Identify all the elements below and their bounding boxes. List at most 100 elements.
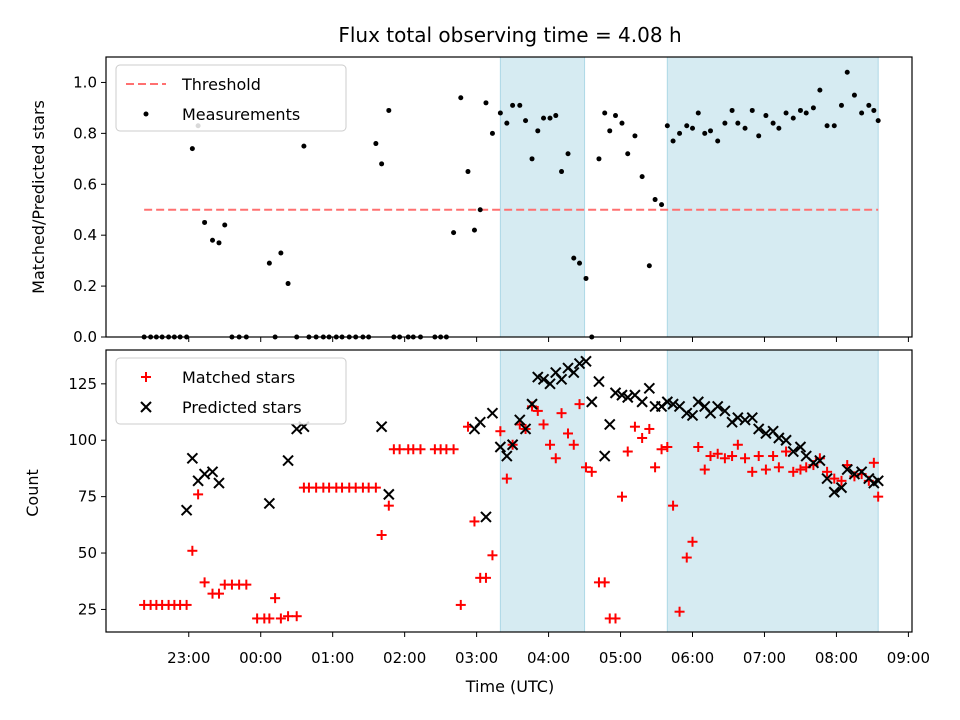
- predicted-star-point: [872, 475, 884, 487]
- matched-star-point: [727, 451, 738, 462]
- measurement-point: [677, 130, 683, 136]
- predicted-star-point: [501, 450, 513, 462]
- predicted-star-point: [506, 439, 519, 451]
- highlight-span-0: [499, 56, 586, 338]
- predicted-star-point: [282, 454, 294, 467]
- legend-label: Threshold: [181, 75, 261, 94]
- matched-star-point: [383, 500, 394, 511]
- y-tick-label: 0.0: [73, 328, 97, 346]
- measurement-point: [639, 174, 645, 180]
- matched-star-point: [740, 453, 751, 464]
- measurement-point: [684, 123, 690, 129]
- predicted-star-point: [486, 407, 499, 419]
- matched-star-point: [586, 466, 597, 477]
- measurement-point: [776, 125, 782, 131]
- matched-star-point: [650, 462, 661, 473]
- predicted-star-point: [794, 441, 807, 453]
- predicted-star-point: [828, 486, 840, 498]
- measurement-point: [770, 120, 776, 126]
- x-tick-label: 07:00: [743, 649, 786, 667]
- count-panel: 25 50 75 100 125 23:00 00:00 01:00 02:00 03:00 04:…: [68, 349, 930, 667]
- predicted-star-point: [180, 504, 193, 516]
- matched-star-point: [538, 419, 549, 430]
- measurement-point: [301, 143, 307, 149]
- highlight-span-0: [499, 349, 586, 633]
- measurement-point: [632, 133, 638, 139]
- matched-star-point: [556, 408, 567, 419]
- matched-star-point: [264, 613, 275, 624]
- predicted-star-point: [753, 423, 765, 435]
- measurement-point: [565, 151, 571, 157]
- x-tick-label: 04:00: [527, 649, 570, 667]
- matched-star-point: [629, 421, 640, 432]
- x-tick-label: 08:00: [815, 649, 858, 667]
- measurement-point: [729, 107, 735, 113]
- y-tick-label: 125: [68, 375, 97, 393]
- measurement-point: [386, 107, 392, 113]
- ratio-panel: 0.0 0.2 0.4 0.6 0.8 1.0 Threshold Measurements: [73, 56, 913, 346]
- legend-measurement-swatch: [143, 111, 149, 117]
- predicted-star-point: [719, 405, 731, 417]
- predicted-star-point: [604, 418, 616, 431]
- y-tick-label: 0.6: [73, 175, 97, 193]
- matched-star-point: [644, 423, 655, 434]
- measurement-point: [763, 113, 769, 119]
- matched-star-point: [760, 464, 771, 475]
- predicted-star-point: [711, 400, 724, 413]
- matched-star-point: [581, 462, 592, 473]
- matched-star-point: [732, 439, 743, 450]
- measurement-point: [577, 260, 583, 266]
- predicted-star-point: [739, 414, 751, 426]
- matched-star-point: [836, 475, 847, 486]
- matched-star-point: [693, 442, 704, 453]
- measurement-point: [471, 227, 477, 233]
- measurement-point: [844, 69, 850, 75]
- matched-star-point: [699, 464, 710, 475]
- matched-star-point: [610, 613, 621, 624]
- measurement-point: [702, 130, 708, 136]
- predicted-star-point: [746, 411, 758, 424]
- matched-star-point: [719, 453, 730, 464]
- measurement-point: [451, 230, 457, 236]
- measurement-point: [517, 102, 523, 108]
- matched-star-point: [712, 448, 723, 459]
- predicted-star-point: [555, 373, 568, 386]
- highlight-span-1: [666, 56, 879, 338]
- measurement-point: [756, 133, 762, 139]
- x-tick-label: 01:00: [311, 649, 354, 667]
- y-tick-label: 0.4: [73, 226, 97, 244]
- matched-star-point: [275, 613, 286, 624]
- highlight-span-1: [666, 349, 879, 633]
- x-tick-label: 03:00: [455, 649, 498, 667]
- matched-star-point: [193, 489, 204, 500]
- measurement-point: [690, 125, 696, 131]
- measurement-point: [583, 275, 589, 281]
- matched-star-point: [681, 552, 692, 563]
- measurement-point: [708, 128, 713, 134]
- y-tick-label: 0.2: [73, 277, 97, 295]
- legend-matched-swatch: [141, 372, 151, 382]
- chart-title: Flux total observing time = 4.08 h: [338, 23, 681, 47]
- measurement-point: [783, 110, 789, 116]
- measurement-point: [210, 237, 216, 243]
- predicted-star-point: [807, 457, 820, 469]
- matched-star-point: [495, 426, 506, 437]
- measurement-point: [458, 95, 464, 101]
- measurement-point: [202, 219, 208, 225]
- measurement-point: [483, 100, 489, 106]
- legend: Matched stars Predicted stars: [115, 357, 347, 425]
- predicted-star-point: [375, 420, 388, 433]
- predicted-star-point: [537, 373, 550, 386]
- matched-star-point: [545, 439, 556, 450]
- matched-star-point: [376, 529, 387, 540]
- predicted-star-point: [568, 366, 580, 379]
- predicted-star-point: [599, 450, 611, 462]
- predicted-star-point: [480, 511, 492, 523]
- measurement-point: [875, 118, 881, 124]
- measurement-point: [523, 118, 529, 124]
- measurement-point: [871, 107, 877, 113]
- measurement-point: [602, 110, 608, 116]
- measurement-point: [803, 110, 809, 116]
- measurement-point: [664, 123, 670, 129]
- legend-label: Matched stars: [182, 368, 295, 387]
